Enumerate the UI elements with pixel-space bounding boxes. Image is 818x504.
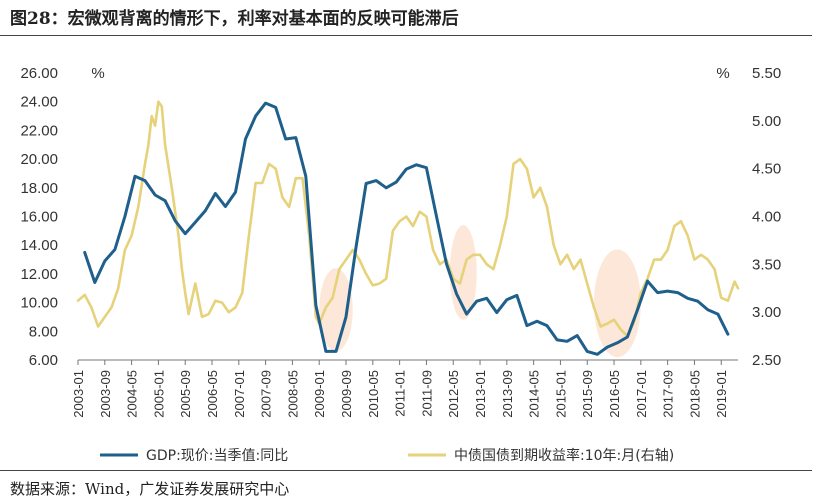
x-tick-label: 2007-09 (259, 370, 274, 418)
x-tick-label: 2018-05 (687, 370, 702, 418)
y-right-tick-label: 5.50 (752, 65, 781, 82)
x-tick-label: 2019-01 (714, 370, 729, 418)
y-right-tick-label: 4.50 (752, 161, 781, 178)
y-left-tick-label: 10.00 (20, 295, 58, 312)
x-tick-label: 2015-09 (580, 370, 595, 418)
y-right-tick-label: 3.50 (752, 256, 781, 273)
x-tick-label: 2005-01 (151, 370, 166, 418)
x-tick-label: 2012-05 (446, 370, 461, 418)
x-tick-label: 2007-01 (232, 370, 247, 418)
y-left-tick-label: 14.00 (20, 237, 58, 254)
highlight-ellipse-3 (593, 249, 641, 358)
x-tick-label: 2010-05 (366, 370, 381, 418)
y-right-unit: % (716, 65, 729, 82)
axes-group: 6.00 8.00 10.00 12.00 14.00 16.00 18.00 20.00 22… (20, 65, 781, 418)
y-right-tick-label: 5.00 (752, 113, 781, 130)
y-left-tick-label: 12.00 (20, 266, 58, 283)
x-tick-label: 2014-05 (527, 370, 542, 418)
x-tick-label: 2013-01 (473, 370, 488, 418)
x-tick-label: 2016-05 (607, 370, 622, 418)
x-tick-label: 2011-01 (393, 370, 408, 417)
y-left-tick-label: 18.00 (20, 180, 58, 197)
x-tick-label: 2017-09 (661, 370, 676, 418)
y-left-unit: % (91, 65, 104, 82)
x-tick-label: 2017-01 (634, 370, 649, 418)
source-note: 数据来源：Wind，广发证券发展研究中心 (10, 480, 290, 498)
y-left-tick-label: 26.00 (20, 65, 58, 82)
series-group (76, 100, 740, 356)
legend-group: GDP:现价:当季值:同比 中债国债到期收益率:10年:月(右轴) (100, 447, 674, 464)
gdp-growth-line (83, 101, 730, 356)
highlight-group (319, 225, 641, 358)
x-tick-label: 2009-09 (339, 370, 354, 418)
title-rule (0, 35, 812, 36)
x-tick-label: 2008-05 (285, 370, 300, 418)
source-rule (0, 470, 812, 471)
x-tick-label: 2013-09 (500, 370, 515, 418)
chart: 6.00 8.00 10.00 12.00 14.00 16.00 18.00 20.00 22… (20, 65, 781, 464)
x-tick-label: 2015-01 (553, 370, 568, 418)
y-left-tick-label: 22.00 (20, 122, 58, 139)
highlight-ellipse-1 (319, 268, 353, 352)
y-left-tick-label: 16.00 (20, 209, 58, 226)
y-left-tick-label: 20.00 (20, 151, 58, 168)
x-tick-label: 2003-09 (98, 370, 113, 418)
x-tick-label: 2003-01 (71, 370, 86, 418)
y-right-tick-label: 3.00 (752, 304, 781, 321)
x-tick-label: 2009-01 (312, 370, 327, 418)
page-title: 图28：宏微观背离的情形下，利率对基本面的反映可能滞后 (10, 9, 459, 29)
x-tick-label: 2005-09 (178, 370, 193, 418)
y-right-tick-label: 4.00 (752, 209, 781, 226)
y-right-tick-label: 2.50 (752, 352, 781, 369)
y-left-tick-label: 8.00 (29, 323, 58, 340)
x-tick-label: 2004-05 (125, 370, 140, 418)
bond-yield-line (76, 100, 740, 338)
y-left-tick-label: 24.00 (20, 94, 58, 111)
legend-label-1: GDP:现价:当季值:同比 (146, 448, 288, 464)
legend-label-2: 中债国债到期收益率:10年:月(右轴) (454, 447, 674, 464)
x-tick-label: 2006-05 (205, 370, 220, 418)
x-tick-label: 2011-09 (419, 370, 434, 417)
y-left-tick-label: 6.00 (29, 352, 58, 369)
